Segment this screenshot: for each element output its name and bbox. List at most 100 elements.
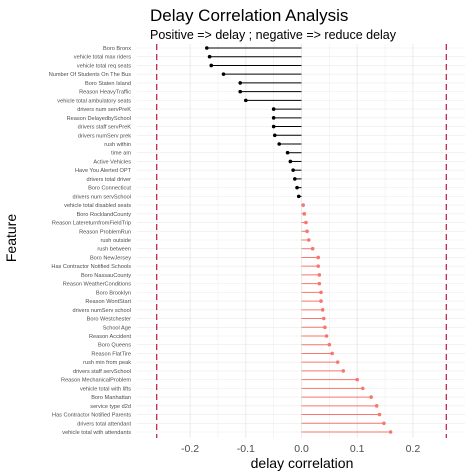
lollipop-point bbox=[360, 386, 365, 391]
category-label: Boro NassauCounty bbox=[81, 273, 131, 279]
lollipop-point bbox=[327, 342, 332, 347]
x-tick-label: -0.1 bbox=[237, 443, 255, 455]
category-label: vehicle total ambulatory seats bbox=[57, 98, 131, 104]
lollipop-point bbox=[271, 124, 276, 129]
lollipop-point bbox=[330, 351, 334, 356]
lollipop-point bbox=[207, 54, 212, 59]
category-label: Number Of Students On The Bus bbox=[49, 72, 131, 78]
category-label: rush min from peak bbox=[83, 360, 131, 366]
x-tick-labels: -0.2 -0.1 0.0 0.1 0.2 bbox=[181, 443, 420, 455]
category-label: Reason DelayedbySchool bbox=[67, 116, 131, 122]
category-label: Reason LatereturnfromFieldTrip bbox=[52, 221, 131, 227]
lollipop-point bbox=[316, 264, 321, 268]
category-label: vehicle total with attendants bbox=[62, 430, 131, 436]
category-label: vehicle total req seats bbox=[77, 63, 131, 69]
lollipop-point bbox=[319, 290, 323, 295]
category-label: drivers numServ school bbox=[73, 308, 131, 314]
category-label: Boro NewJersey bbox=[90, 255, 131, 261]
lollipop-point bbox=[277, 142, 282, 146]
lollipop-point bbox=[355, 377, 360, 382]
lollipop-point bbox=[324, 334, 329, 338]
lollipop-marks bbox=[205, 46, 393, 434]
lollipop-point bbox=[304, 220, 308, 225]
category-label: rush between bbox=[97, 247, 131, 253]
lollipop-point bbox=[306, 238, 311, 242]
lollipop-point bbox=[271, 116, 276, 120]
category-label: Has Contractor Notified Parents bbox=[52, 413, 131, 419]
x-axis-title: delay correlation bbox=[251, 455, 354, 471]
lollipop-point bbox=[288, 159, 293, 164]
y-axis-title: Feature bbox=[3, 214, 19, 262]
category-label: drivers staff servSchool bbox=[73, 369, 131, 375]
category-label: Reason ProblemRun bbox=[79, 229, 131, 235]
lollipop-point bbox=[291, 168, 295, 172]
lollipop-point bbox=[305, 229, 309, 234]
category-label: Boro Staten Island bbox=[85, 81, 131, 87]
category-label: Boro RocklandCounty bbox=[77, 212, 132, 218]
x-tick-label: 0.1 bbox=[350, 443, 365, 455]
category-label: Reason WontStart bbox=[85, 299, 131, 305]
category-label: vehicle total max riders bbox=[74, 55, 131, 61]
lollipop-point bbox=[388, 430, 393, 434]
lollipop-point bbox=[271, 107, 276, 111]
category-label: Active Vehicles bbox=[93, 159, 131, 165]
category-label: Boro Westchester bbox=[87, 317, 131, 323]
category-label: Boro Queens bbox=[98, 343, 131, 349]
lollipop-point bbox=[310, 246, 315, 251]
category-label: Boro Brooklyn bbox=[96, 290, 131, 296]
lollipop-point bbox=[321, 316, 326, 321]
category-label: service type d2d bbox=[90, 404, 131, 410]
lollipop-point bbox=[377, 412, 382, 417]
category-label: drivers staff servPreK bbox=[78, 125, 132, 131]
category-label: Reason HeavyTraffic bbox=[79, 90, 131, 96]
lollipop-point bbox=[296, 194, 301, 199]
x-tick-label: 0.2 bbox=[406, 443, 421, 455]
lollipop-point bbox=[221, 72, 226, 76]
chart-title: Delay Correlation Analysis bbox=[150, 6, 348, 25]
category-label: vehicle total with lifts bbox=[80, 386, 131, 392]
category-label: Reason Accident bbox=[89, 334, 131, 340]
category-label: Boro Bronx bbox=[103, 46, 131, 52]
lollipop-point bbox=[205, 46, 209, 50]
category-label: drivers numServ prek bbox=[78, 133, 131, 139]
lollipop-point bbox=[302, 212, 307, 216]
category-label: School Age bbox=[103, 325, 131, 331]
category-label: drivers total attendant bbox=[77, 421, 131, 427]
category-label: rush within bbox=[104, 142, 131, 148]
lollipop-point bbox=[317, 273, 322, 277]
category-label: Has Contractor Notified Schools bbox=[51, 264, 131, 270]
lollipop-point bbox=[323, 325, 327, 330]
lollipop-point bbox=[335, 360, 340, 364]
lollipop-point bbox=[272, 133, 277, 138]
lollipop-point bbox=[320, 308, 325, 312]
lollipop-point bbox=[301, 203, 305, 207]
category-label: vehicle total disabled seats bbox=[64, 203, 131, 209]
category-label: drivers total driver bbox=[87, 177, 132, 183]
lollipop-point bbox=[293, 177, 297, 181]
lollipop-point bbox=[209, 63, 214, 68]
category-label: Reason WeatherConditions bbox=[63, 282, 132, 288]
lollipop-point bbox=[319, 299, 323, 303]
x-tick-label: 0.0 bbox=[294, 443, 309, 455]
lollipop-point bbox=[244, 98, 248, 103]
lollipop-point bbox=[238, 89, 243, 94]
category-label: Boro Connecticut bbox=[88, 186, 131, 192]
category-label: Have You Alerted OPT bbox=[75, 168, 132, 174]
lollipop-point bbox=[316, 255, 321, 260]
category-label: Reason MechanicalProblem bbox=[61, 378, 131, 384]
reference-lines bbox=[156, 44, 447, 438]
category-labels: Boro Bronx vehicle total max riders vehicl… bbox=[49, 46, 132, 436]
category-label: rush outside bbox=[101, 238, 131, 244]
lollipop-point bbox=[369, 395, 373, 399]
lollipop-point bbox=[341, 369, 346, 373]
lollipop-point bbox=[382, 421, 386, 426]
lollipop-point bbox=[317, 281, 322, 286]
x-tick-label: -0.2 bbox=[181, 443, 199, 455]
chart-subtitle: Positive => delay ; negative => reduce d… bbox=[150, 28, 397, 42]
lollipop-point bbox=[295, 185, 299, 190]
lollipop-point bbox=[238, 81, 243, 85]
category-label: Reason FlatTire bbox=[91, 351, 131, 357]
category-label: drivers num servPreK bbox=[77, 107, 131, 113]
category-label: drivers num servSchool bbox=[73, 194, 131, 200]
